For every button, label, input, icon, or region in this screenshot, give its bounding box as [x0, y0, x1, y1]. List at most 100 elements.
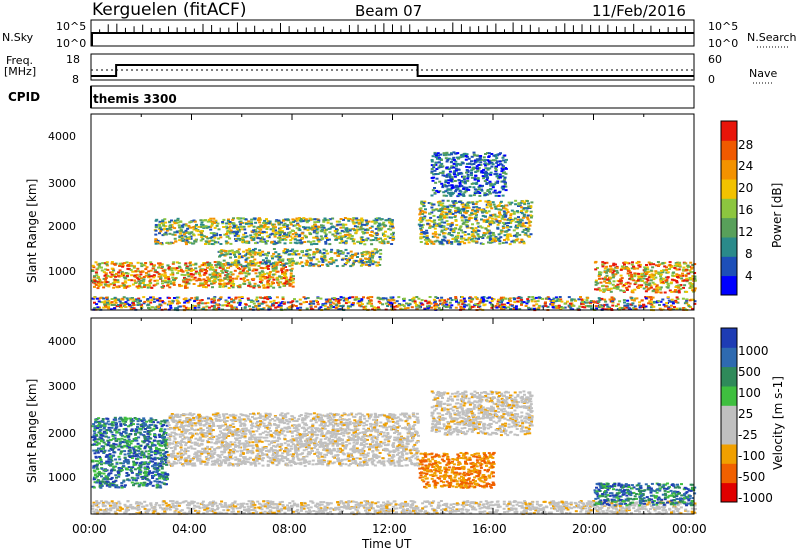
heatmap-cell — [249, 224, 253, 227]
heatmap-cell — [337, 302, 341, 305]
heatmap-cell — [347, 228, 351, 231]
heatmap-cell — [444, 306, 448, 308]
heatmap-cell — [625, 286, 629, 289]
heatmap-cell — [266, 226, 270, 229]
heatmap-cell — [477, 237, 480, 240]
heatmap-cell — [663, 291, 667, 294]
heatmap-cell — [648, 287, 652, 290]
heatmap-cell — [439, 216, 443, 218]
heatmap-cell — [419, 241, 423, 243]
heatmap-cell — [265, 228, 269, 230]
heatmap-cell — [120, 262, 124, 265]
heatmap-cell — [326, 239, 329, 241]
heatmap-cell — [390, 219, 394, 222]
heatmap-cell — [532, 307, 536, 310]
heatmap-cell — [359, 242, 362, 245]
heatmap-cell — [679, 275, 683, 277]
heatmap-cell — [430, 194, 434, 197]
heatmap-cell — [438, 242, 442, 245]
heatmap-cell — [502, 227, 505, 229]
heatmap-cell — [164, 281, 168, 284]
heatmap-cell — [675, 296, 679, 299]
heatmap-cell — [468, 297, 471, 300]
heatmap-cell — [488, 222, 492, 225]
heatmap-cell — [221, 267, 225, 269]
power-cb-tick: 20 — [738, 181, 754, 195]
heatmap-cell — [612, 287, 616, 290]
heatmap-cell — [177, 301, 181, 304]
heatmap-cell — [207, 297, 210, 300]
heatmap-cell — [420, 200, 424, 203]
heatmap-cell — [474, 216, 477, 219]
heatmap-cell — [275, 241, 279, 244]
heatmap-cell — [438, 225, 442, 228]
heatmap-cell — [162, 223, 165, 226]
freq-unit-label: [MHz] — [4, 65, 37, 78]
heatmap-cell — [312, 256, 316, 259]
heatmap-cell — [315, 258, 319, 261]
heatmap-cell — [497, 216, 501, 219]
heatmap-cell — [557, 299, 561, 302]
heatmap-cell — [169, 267, 173, 270]
heatmap-cell — [126, 285, 130, 288]
heatmap-cell — [682, 307, 686, 310]
heatmap-cell — [489, 182, 493, 185]
heatmap-cell — [674, 299, 678, 302]
heatmap-cell — [195, 297, 199, 300]
heatmap-cell — [152, 276, 156, 279]
heatmap-cell — [231, 251, 235, 254]
heatmap-cell — [434, 208, 438, 211]
heatmap-cell — [176, 302, 179, 305]
heatmap-cell — [246, 279, 250, 281]
heatmap-cell — [447, 232, 451, 235]
heatmap-cell — [143, 300, 147, 303]
heatmap-cell — [238, 303, 242, 306]
heatmap-cell — [289, 280, 293, 282]
heatmap-cell — [379, 218, 383, 221]
heatmap-cell — [293, 250, 297, 253]
heatmap-cell — [581, 306, 585, 308]
heatmap-cell — [159, 230, 163, 233]
heatmap-cell — [466, 210, 470, 212]
heatmap-cell — [294, 305, 298, 307]
heatmap-cell — [218, 266, 222, 269]
heatmap-cell — [302, 217, 306, 220]
heatmap-cell — [248, 251, 252, 254]
heatmap-cell — [294, 253, 298, 256]
heatmap-cell — [494, 236, 498, 239]
heatmap-cell — [244, 232, 248, 235]
heatmap-cell — [266, 280, 270, 283]
heatmap-cell — [284, 218, 288, 221]
heatmap-cell — [375, 232, 379, 235]
heatmap-cell — [488, 220, 492, 223]
heatmap-cell — [392, 237, 396, 240]
heatmap-cell — [611, 301, 615, 304]
heatmap-cell — [300, 237, 304, 240]
heatmap-cell — [457, 228, 461, 231]
heatmap-cell — [544, 305, 548, 308]
heatmap-cell — [470, 176, 474, 179]
heatmap-cell — [245, 241, 249, 244]
heatmap-cell — [201, 282, 204, 285]
heatmap-cell — [439, 241, 443, 244]
heatmap-cell — [463, 175, 466, 178]
heatmap-cell — [670, 281, 673, 284]
heatmap-cell — [490, 221, 494, 224]
heatmap-cell — [514, 305, 518, 308]
heatmap-cell — [638, 301, 642, 304]
heatmap-cell — [444, 157, 448, 160]
heatmap-cell — [282, 264, 286, 267]
heatmap-cell — [250, 218, 254, 221]
heatmap-cell — [666, 296, 670, 299]
heatmap-cell — [527, 222, 531, 225]
heatmap-cell — [225, 304, 229, 307]
heatmap-cell — [178, 235, 182, 238]
heatmap-cell — [243, 228, 247, 231]
heatmap-cell — [195, 229, 199, 232]
heatmap-cell — [450, 153, 454, 156]
heatmap-cell — [335, 265, 339, 268]
heatmap-cell — [339, 305, 343, 307]
heatmap-cell — [680, 277, 684, 280]
heatmap-cell — [198, 299, 202, 302]
heatmap-cell — [218, 284, 222, 287]
